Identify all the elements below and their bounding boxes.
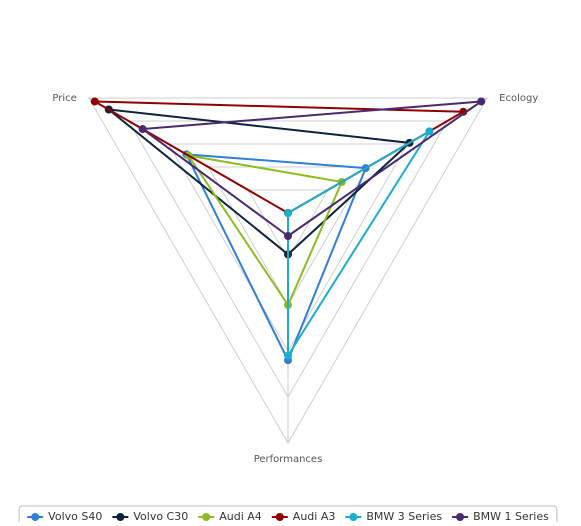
data-point-audi-a3-price[interactable] (90, 97, 99, 106)
grid-ring (207, 166, 369, 306)
legend-box (18, 505, 558, 526)
series-line-bmw-3-series[interactable] (287, 130, 431, 357)
data-point-bmw-3-series-performances[interactable] (284, 351, 292, 360)
legend: Volvo S40 Volvo C30 Audi A4 Audi A3 BMW 3 Se… (18, 505, 558, 526)
series-line-bmw-1-series[interactable] (141, 100, 483, 237)
data-point-bmw-1-series-ecology[interactable] (477, 97, 486, 106)
legend-label: Audi A3 (293, 510, 336, 522)
grid-ring (167, 143, 409, 353)
legend-item-volvo-s40[interactable]: Volvo S40 (27, 510, 102, 523)
legend-swatch-marker (349, 513, 358, 521)
legend-swatch-marker (202, 513, 211, 521)
legend-item-audi-a4[interactable]: Audi A4 (198, 510, 262, 523)
grid-ring (127, 120, 449, 399)
series-line-audi-a4[interactable] (187, 154, 343, 306)
legend-swatch-marker (456, 513, 465, 521)
legend-swatch-marker (275, 513, 284, 521)
legend-swatch-marker (31, 513, 40, 521)
axis-label-performances: Performances (254, 454, 323, 465)
series-line-volvo-s40[interactable] (185, 153, 367, 362)
series-layer (90, 97, 486, 365)
series-line-volvo-c30[interactable] (107, 108, 411, 256)
legend-label: Volvo C30 (133, 510, 188, 522)
legend-item-bmw-3-series[interactable]: BMW 3 Series (345, 510, 442, 523)
legend-item-volvo-c30[interactable]: Volvo C30 (112, 510, 188, 523)
grid-ring (87, 97, 489, 444)
series-bmw-1-series[interactable] (138, 97, 486, 240)
legend-swatch-marker (116, 513, 125, 521)
series-bmw-3-series[interactable] (284, 127, 434, 360)
axis-label-ecology: Ecology (499, 93, 538, 104)
grid-ring (247, 189, 329, 261)
series-audi-a4[interactable] (184, 151, 346, 310)
data-point-bmw-1-series-performances[interactable] (284, 232, 292, 240)
legend-label: Audi A4 (219, 510, 262, 522)
legend-label: BMW 1 Series (473, 510, 549, 522)
data-point-audi-a3-ecology[interactable] (459, 107, 468, 116)
data-point-bmw-3-series-price[interactable] (284, 209, 292, 217)
axis-label-price: Price (52, 93, 76, 104)
legend-item-bmw-1-series[interactable]: BMW 1 Series (452, 510, 549, 523)
data-point-bmw-3-series-ecology[interactable] (425, 127, 434, 136)
data-point-bmw-1-series-price[interactable] (138, 125, 147, 134)
legend-label: BMW 3 Series (366, 510, 442, 522)
axis-labels: Price Ecology Performances (52, 93, 538, 465)
legend-label: Volvo S40 (48, 510, 102, 522)
legend-item-audi-a3[interactable]: Audi A3 (271, 510, 336, 523)
